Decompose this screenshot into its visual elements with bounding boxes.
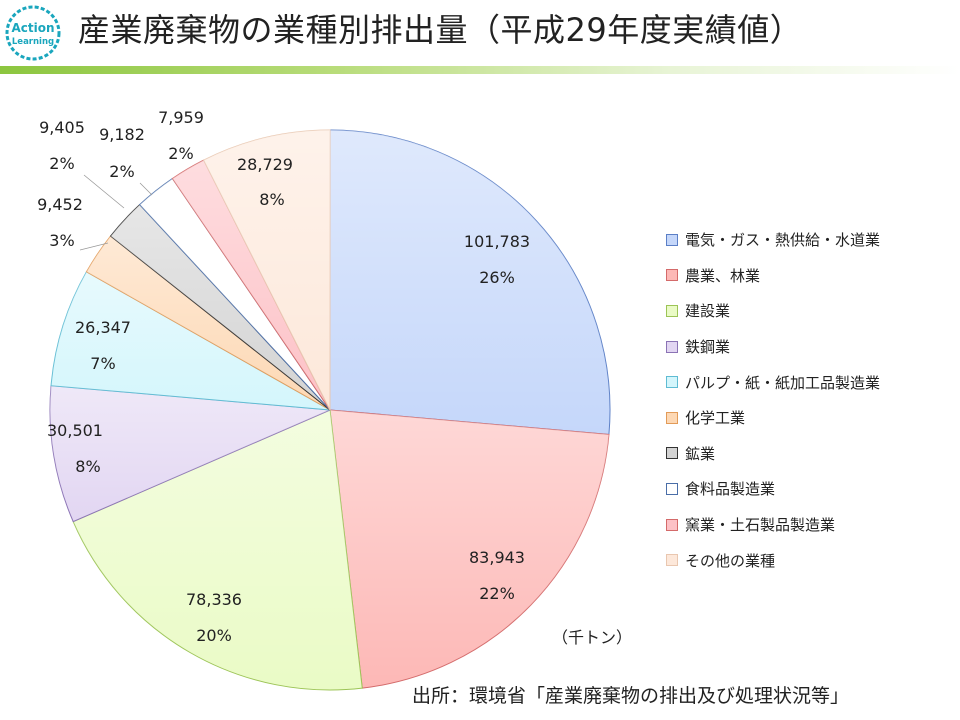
pie-slice-highlight bbox=[110, 204, 330, 410]
legend-label: パルプ・紙・紙加工品製造業 bbox=[685, 373, 881, 392]
slice-value-label: 7,959 bbox=[158, 108, 204, 127]
slice-percent-label: 7% bbox=[90, 354, 115, 373]
pie-slice-highlight bbox=[86, 236, 330, 410]
slice-value-label: 26,347 bbox=[75, 318, 131, 337]
slice-value-label: 9,452 bbox=[37, 195, 83, 214]
unit-label: （千トン） bbox=[552, 628, 633, 647]
legend-item: 電気・ガス・熱供給・水道業 bbox=[666, 222, 880, 258]
slice-percent-label: 8% bbox=[259, 190, 284, 209]
source-note: 出所：環境省「産業廃棄物の排出及び処理状況等」 bbox=[412, 685, 850, 707]
legend-item: 鉱業 bbox=[666, 436, 880, 472]
legend-swatch bbox=[666, 518, 678, 531]
slice-value-label: 30,501 bbox=[47, 421, 103, 440]
pie-slice-highlight bbox=[330, 410, 609, 689]
legend-label: 農業、林業 bbox=[685, 266, 761, 285]
legend-swatch bbox=[666, 340, 678, 353]
leader-line bbox=[83, 174, 125, 209]
slice-percent-label: 2% bbox=[49, 154, 74, 173]
legend-swatch bbox=[666, 554, 678, 567]
action-learning-logo: Action Learning bbox=[5, 5, 61, 61]
legend-item: パルプ・紙・紙加工品製造業 bbox=[666, 364, 880, 400]
slice-value-label: 83,943 bbox=[469, 548, 525, 567]
slice-value-label: 101,783 bbox=[464, 232, 530, 251]
page-title: 産業廃棄物の業種別排出量（平成29年度実績値） bbox=[78, 11, 803, 49]
legend-swatch bbox=[666, 447, 678, 460]
logo-line1: Action bbox=[11, 21, 54, 35]
slice-value-label: 9,405 bbox=[39, 118, 85, 137]
pie-slice-highlight bbox=[51, 271, 331, 410]
legend-label: 窯業・土石製品製造業 bbox=[685, 516, 836, 535]
legend-label: 鉄鋼業 bbox=[685, 338, 731, 357]
pie-slice-highlight bbox=[330, 129, 611, 435]
legend-swatch bbox=[666, 376, 678, 389]
legend-item: 化学工業 bbox=[666, 400, 880, 436]
slice-value-label: 78,336 bbox=[186, 590, 242, 609]
slice-value-label: 28,729 bbox=[237, 155, 293, 174]
legend-item: 建設業 bbox=[666, 293, 880, 329]
pie-slice-highlight bbox=[203, 130, 330, 410]
legend-item: 鉄鋼業 bbox=[666, 329, 880, 365]
legend-label: その他の業種 bbox=[685, 551, 776, 570]
legend-swatch bbox=[666, 411, 678, 424]
pie-slice-highlight bbox=[73, 410, 363, 690]
slice-percent-label: 2% bbox=[109, 162, 134, 181]
slice-percent-label: 26% bbox=[479, 268, 515, 287]
legend-item: 窯業・土石製品製造業 bbox=[666, 507, 880, 543]
slice-percent-label: 22% bbox=[479, 584, 515, 603]
legend-label: 電気・ガス・熱供給・水道業 bbox=[685, 231, 881, 250]
legend-label: 化学工業 bbox=[685, 409, 746, 428]
slice-percent-label: 20% bbox=[196, 626, 232, 645]
legend-label: 鉱業 bbox=[685, 444, 716, 463]
slice-percent-label: 3% bbox=[49, 231, 74, 250]
pie-slice-highlight bbox=[50, 385, 331, 522]
legend-item: その他の業種 bbox=[666, 542, 880, 578]
legend-label: 建設業 bbox=[685, 302, 731, 321]
legend-swatch bbox=[666, 269, 678, 282]
chart-legend: 電気・ガス・熱供給・水道業 農業、林業建設業鉄鋼業パルプ・紙・紙加工品製造業 化学工… bbox=[666, 222, 880, 578]
pie-slice-highlight bbox=[172, 160, 330, 410]
logo-line2: Learning bbox=[12, 37, 54, 47]
pie-slice-highlight bbox=[139, 178, 330, 410]
slice-percent-label: 2% bbox=[168, 144, 193, 163]
title-underline-bar bbox=[0, 66, 960, 74]
leader-line bbox=[79, 242, 109, 251]
slice-percent-label: 8% bbox=[75, 457, 100, 476]
legend-item: 農業、林業 bbox=[666, 258, 880, 294]
leader-line bbox=[139, 182, 153, 196]
legend-label: 食料品製造業 bbox=[685, 480, 776, 499]
legend-swatch bbox=[666, 304, 678, 317]
slice-value-label: 9,182 bbox=[99, 125, 145, 144]
legend-swatch bbox=[666, 482, 678, 495]
legend-swatch bbox=[666, 233, 678, 246]
legend-item: 食料品製造業 bbox=[666, 471, 880, 507]
